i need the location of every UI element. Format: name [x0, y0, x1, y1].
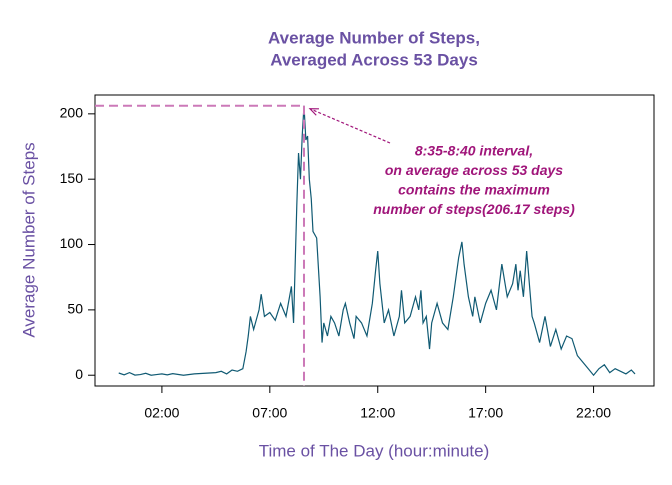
- chart-title: Average Number of Steps,: [268, 28, 480, 47]
- annotation-text: on average across 53 days: [385, 162, 563, 178]
- annotation-arrowhead: [308, 108, 319, 116]
- x-axis-label: Time of The Day (hour:minute): [259, 441, 490, 460]
- x-tick-label: 22:00: [576, 405, 611, 421]
- annotation-text: contains the maximum: [398, 182, 550, 198]
- y-tick-label: 150: [60, 170, 84, 186]
- plot-frame: [94, 94, 655, 387]
- y-tick-label: 50: [67, 301, 83, 317]
- x-tick-label: 17:00: [468, 405, 503, 421]
- annotation-text: 8:35-8:40 interval,: [415, 143, 533, 159]
- annotation-arrow: [309, 108, 391, 144]
- line-series: [118, 105, 636, 377]
- x-tick-label: 07:00: [252, 405, 287, 421]
- x-tick-label: 02:00: [144, 405, 179, 421]
- x-tick-label: 12:00: [360, 405, 395, 421]
- chart-subtitle: Averaged Across 53 Days: [270, 50, 478, 69]
- y-axis-label: Average Number of Steps: [19, 142, 38, 337]
- y-tick-label: 100: [60, 235, 84, 251]
- y-tick-label: 200: [60, 105, 84, 121]
- y-tick-label: 0: [75, 366, 83, 382]
- annotation-text: number of steps(206.17 steps): [373, 201, 575, 217]
